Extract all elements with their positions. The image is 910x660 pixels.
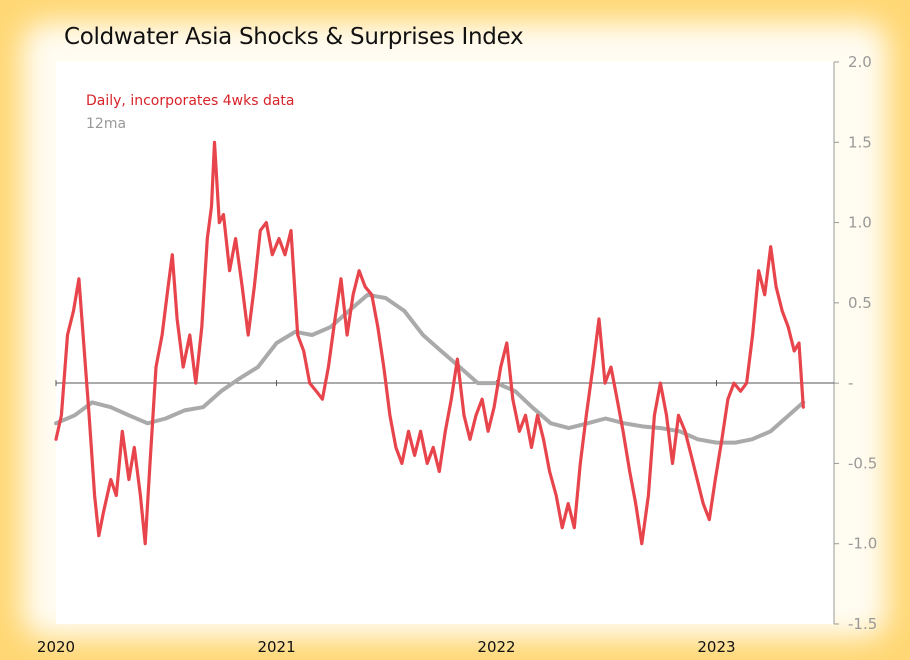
legend-12ma: 12ma	[86, 116, 126, 132]
y-tick-label: -1.5	[848, 615, 877, 633]
y-tick-label: 0.5	[848, 294, 872, 312]
series-12ma-line	[54, 292, 806, 445]
series-lines	[54, 140, 806, 546]
y-tick-label: 1.0	[848, 214, 872, 232]
x-tick-label: 2020	[37, 638, 75, 656]
legend: Daily, incorporates 4wks data 12ma	[86, 93, 294, 132]
y-tick-label: -1.0	[848, 535, 877, 553]
y-tick-label: -	[848, 374, 853, 392]
y-ticks: 2.0 1.5 1.0 0.5 - -0.5 -1.0 -1.5	[834, 53, 877, 633]
plot-area	[56, 62, 834, 624]
legend-daily: Daily, incorporates 4wks data	[86, 93, 294, 109]
axes	[56, 62, 835, 624]
y-tick-label: -0.5	[848, 454, 877, 472]
y-tick-label: 1.5	[848, 133, 872, 151]
series-daily-line	[54, 140, 805, 546]
x-ticks: 2020 2021 2022 2023	[37, 380, 736, 656]
x-tick-label: 2021	[257, 638, 295, 656]
x-tick-label: 2022	[477, 638, 515, 656]
chart-title: Coldwater Asia Shocks & Surprises Index	[64, 24, 524, 50]
y-tick-label: 2.0	[848, 53, 872, 71]
x-tick-label: 2023	[697, 638, 735, 656]
